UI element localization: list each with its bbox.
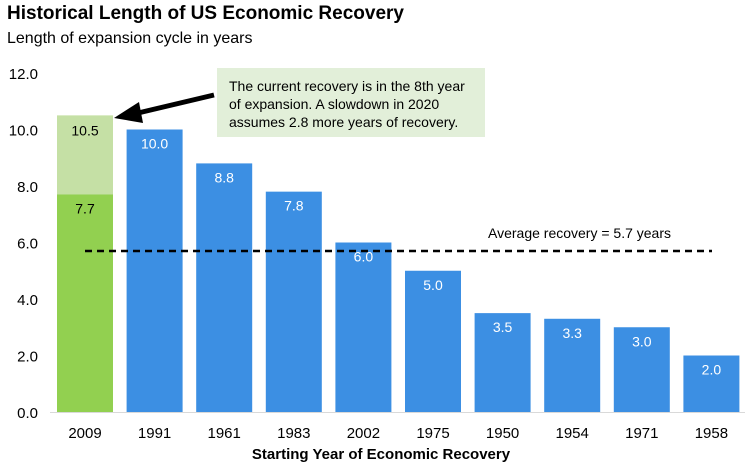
average-label: Average recovery = 5.7 years [488, 225, 671, 241]
x-axis-label: Starting Year of Economic Recovery [252, 446, 511, 463]
x-tick-label: 1971 [625, 425, 658, 442]
bar-2002 [335, 242, 392, 412]
y-tick-label: 6.0 [17, 236, 38, 253]
bar-1961 [196, 163, 253, 412]
bar-2009 [57, 194, 113, 412]
annotation-line: of expansion. A slowdown in 2020 [229, 96, 440, 112]
bar-1958 [683, 355, 740, 412]
x-tick-label: 1975 [416, 425, 449, 442]
x-tick-label: 1961 [208, 425, 241, 442]
bar-value-label: 3.5 [493, 319, 513, 335]
bar-1971 [613, 327, 670, 412]
bar-1975 [405, 270, 461, 412]
annotation-line: The current recovery is in the 8th year [229, 78, 465, 94]
bar-value-label: 3.3 [562, 325, 582, 341]
bar-value-label: 10.0 [141, 136, 168, 152]
y-axis: 0.0 2.0 4.0 6.0 8.0 10.0 12.0 [9, 66, 38, 422]
annotation-arrow [114, 92, 215, 123]
x-tick-label: 1958 [695, 425, 728, 442]
bar-value-label: 5.0 [423, 277, 443, 293]
x-tick-label: 1954 [556, 425, 589, 442]
annotation-line: assumes 2.8 more years of recovery. [229, 114, 459, 130]
bar-1954 [544, 318, 601, 412]
bar-value-label: 3.0 [632, 333, 652, 349]
y-tick-label: 4.0 [17, 292, 38, 309]
bar-1991 [126, 129, 183, 412]
bar-value-label: 8.8 [214, 169, 234, 185]
y-tick-label: 2.0 [17, 349, 38, 366]
x-tick-label: 1983 [277, 425, 310, 442]
chart-title: Historical Length of US Economic Recover… [7, 3, 404, 24]
y-tick-label: 8.0 [17, 179, 38, 196]
y-tick-label: 10.0 [9, 123, 38, 140]
bar-1950 [474, 313, 531, 412]
y-tick-label: 12.0 [9, 66, 38, 83]
x-tick-label: 1991 [138, 425, 171, 442]
x-axis: 2009 1991 1961 1983 2002 1975 1950 1954 1971 1958 [68, 425, 728, 442]
x-tick-label: 1950 [486, 425, 519, 442]
annotation-callout: The current recovery is in the 8th year … [217, 68, 485, 137]
bar-value-label: 7.7 [75, 200, 95, 216]
bar-value-label: 6.0 [354, 249, 374, 265]
bars: 10.5 7.7 10.0 8.8 7.8 6.0 5.0 3.5 3.3 3.0 2.0 [57, 115, 740, 412]
bar-value-label: 7.8 [284, 198, 304, 214]
x-tick-label: 2002 [347, 425, 380, 442]
projected-bar-2009 [57, 115, 113, 195]
bar-1983 [265, 191, 322, 412]
x-tick-label: 2009 [68, 425, 101, 442]
bar-value-label: 2.0 [702, 362, 722, 378]
projected-value-label: 10.5 [71, 122, 98, 138]
y-tick-label: 0.0 [17, 405, 38, 422]
chart-subtitle: Length of expansion cycle in years [7, 30, 253, 47]
